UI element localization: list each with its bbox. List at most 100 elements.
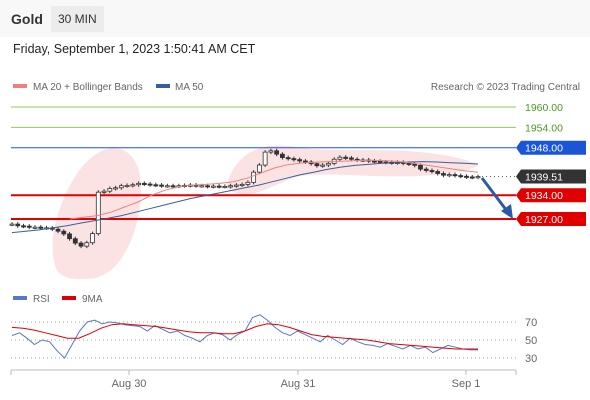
candle xyxy=(38,226,44,229)
candle xyxy=(84,242,90,247)
candle xyxy=(130,184,136,187)
levels-layer: 1960.00 1954.00 1948.00 1939.51 1934.00 1927.… xyxy=(11,102,586,226)
candle xyxy=(377,160,383,163)
candle xyxy=(469,176,475,179)
candle xyxy=(153,184,159,187)
candle xyxy=(372,160,377,163)
bb-legend-swatch xyxy=(13,84,27,88)
ma50-line xyxy=(11,161,479,234)
ma50-legend-label: MA 50 xyxy=(175,82,204,93)
candle xyxy=(349,157,354,160)
candle xyxy=(78,242,84,247)
candle xyxy=(113,187,118,190)
rsi-ma-line xyxy=(11,323,478,350)
timeframe-button[interactable]: 30 MIN xyxy=(51,6,104,32)
level-label: 1927.00 xyxy=(525,214,563,226)
candle xyxy=(107,188,113,192)
rsi-tick-label: 30 xyxy=(525,353,537,365)
candle xyxy=(210,185,216,188)
candle xyxy=(21,225,26,228)
candle xyxy=(228,185,234,188)
candle xyxy=(147,183,153,186)
rsi-legend-swatch xyxy=(13,296,27,300)
rsi-legend-label: RSI xyxy=(33,294,50,305)
candle xyxy=(15,223,21,227)
candle xyxy=(141,182,147,185)
candle xyxy=(303,160,308,163)
candle xyxy=(343,156,349,159)
candle xyxy=(429,170,435,173)
candle xyxy=(245,181,251,185)
candle xyxy=(164,185,170,188)
candle xyxy=(118,185,124,189)
candle xyxy=(170,185,176,188)
candle xyxy=(67,233,72,240)
ma9-legend-label: 9MA xyxy=(82,294,103,305)
candle xyxy=(435,171,441,174)
candle xyxy=(239,183,245,186)
candle xyxy=(418,164,423,170)
candle xyxy=(216,185,222,188)
candle xyxy=(159,184,164,187)
forecast-arrow xyxy=(480,177,509,212)
candle xyxy=(441,173,446,176)
candle xyxy=(412,163,418,166)
candle xyxy=(320,164,326,167)
candle xyxy=(291,158,297,161)
ma20-line xyxy=(69,159,479,220)
candle xyxy=(475,176,481,179)
candle xyxy=(199,185,205,188)
ma50-legend-swatch xyxy=(156,84,170,88)
rsi-tick-label: 70 xyxy=(525,317,537,329)
candle xyxy=(297,159,303,162)
candle xyxy=(90,233,95,244)
ma9-legend-swatch xyxy=(62,296,76,300)
asset-title: Gold xyxy=(11,11,43,27)
bb-legend-label: MA 20 + Bollinger Bands xyxy=(33,82,143,93)
candle xyxy=(285,157,291,160)
level-tag xyxy=(516,212,586,226)
level-tag xyxy=(516,169,586,184)
candle xyxy=(251,171,257,183)
candle xyxy=(233,184,239,187)
candle xyxy=(423,168,429,171)
candle xyxy=(279,153,285,158)
candle xyxy=(452,174,458,177)
candle xyxy=(314,163,320,167)
x-tick-label: Aug 31 xyxy=(281,378,316,390)
level-label: 1960.00 xyxy=(525,102,563,114)
rsi-grid: 70 50 30 xyxy=(11,317,537,365)
candle xyxy=(95,191,101,234)
candle xyxy=(32,226,38,229)
credit-label: Research © 2023 Trading Central xyxy=(431,82,580,93)
x-ticks: Aug 30 Aug 31 Sep 1 xyxy=(10,370,517,390)
candle xyxy=(406,162,412,165)
candle xyxy=(26,225,32,228)
candle xyxy=(55,228,61,232)
candle xyxy=(262,151,268,166)
level-tag xyxy=(516,140,586,155)
level-label: 1934.00 xyxy=(525,190,563,202)
candle xyxy=(222,186,228,189)
level-label: 1954.00 xyxy=(525,122,563,134)
candle xyxy=(136,182,141,186)
candle xyxy=(337,156,343,160)
candle xyxy=(464,175,469,178)
candle xyxy=(72,238,78,244)
rsi-tick-label: 50 xyxy=(525,335,537,347)
candle xyxy=(326,162,331,166)
candle xyxy=(61,230,67,235)
candle xyxy=(9,223,15,226)
datetime-label: Friday, September 1, 2023 1:50:41 AM CET xyxy=(13,42,256,56)
level-label: 1939.51 xyxy=(525,172,563,184)
candle xyxy=(124,184,130,187)
level-tag xyxy=(516,188,586,203)
candle xyxy=(256,164,262,173)
x-tick-label: Aug 30 xyxy=(112,378,147,390)
forecast-arrowhead xyxy=(501,204,513,219)
x-tick-label: Sep 1 xyxy=(452,378,481,390)
candle xyxy=(274,150,280,155)
candle xyxy=(205,185,211,188)
candle xyxy=(446,174,452,177)
